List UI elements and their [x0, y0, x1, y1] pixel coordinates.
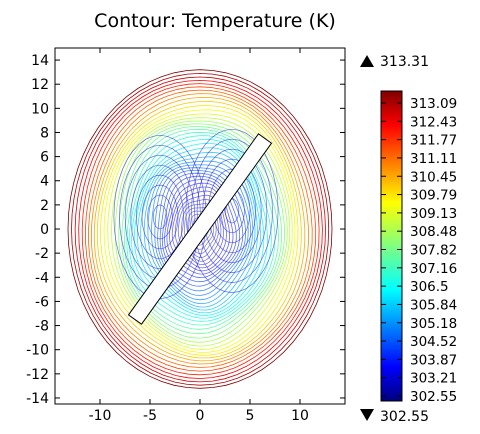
contour-line — [78, 79, 323, 379]
y-tick-label: 14 — [31, 53, 49, 69]
colorbar-tick-label: 302.55 — [410, 389, 457, 405]
contour-line — [71, 72, 330, 386]
y-tick-label: 6 — [40, 150, 49, 166]
contour-line — [141, 184, 179, 250]
colorbar — [380, 90, 403, 402]
colorbar-tick-label: 309.13 — [410, 206, 457, 222]
x-axis: -10 -5 0 5 10 — [89, 48, 309, 424]
colorbar-tick-label: 312.43 — [410, 114, 457, 130]
contour-line — [93, 96, 306, 362]
contour-line — [119, 144, 201, 289]
contour-line — [140, 151, 258, 311]
contour-line — [100, 105, 299, 356]
y-tick-label: -4 — [35, 270, 49, 286]
range-min: 302.55 — [360, 409, 429, 425]
contour-line — [143, 156, 256, 308]
colorbar-tick-label: 306.5 — [410, 279, 449, 295]
contour-line — [157, 169, 247, 292]
colorbar-tick-label: 307.16 — [410, 261, 457, 277]
contour-lines — [67, 69, 333, 389]
y-tick-label: 8 — [40, 125, 49, 141]
contour-line — [121, 126, 283, 335]
contour-line — [114, 120, 288, 343]
range-min-label: 302.55 — [380, 409, 429, 425]
contour-line — [171, 190, 227, 269]
colorbar-tick-label: 303.21 — [410, 371, 457, 387]
contour-line — [111, 117, 291, 347]
contour-line — [126, 131, 276, 326]
x-tick-label: 0 — [196, 408, 205, 424]
y-tick-label: -2 — [35, 246, 49, 262]
colorbar-tick-label: 309.79 — [410, 188, 457, 204]
inclusion-layer — [127, 133, 273, 325]
colorbar-tick-label: 303.87 — [410, 352, 457, 368]
contour-line — [136, 174, 184, 260]
y-tick-label: -14 — [26, 391, 49, 407]
colorbar-tick-label: 311.77 — [410, 133, 457, 149]
contour-line — [224, 198, 240, 224]
contour-line — [152, 204, 168, 230]
contour-line — [161, 175, 241, 283]
y-tick-label: 10 — [31, 101, 49, 117]
contour-line — [124, 128, 279, 330]
contour-line — [74, 76, 326, 383]
contour-line — [103, 109, 296, 353]
y-axis: 14 12 10 8 6 4 2 0 -2 -4 -6 -8 -10 -12 -14 — [26, 53, 345, 407]
contour-line — [133, 142, 265, 316]
y-tick-label: -6 — [35, 294, 49, 310]
colorbar-tick-label: 305.18 — [410, 316, 457, 332]
contour-line — [113, 134, 207, 299]
y-tick-label: 2 — [40, 198, 49, 214]
contour-line — [84, 86, 317, 372]
contour-line — [91, 93, 309, 365]
colorbar-tick-label: 310.45 — [410, 169, 457, 185]
contour-line — [67, 69, 333, 389]
colorbar-tick-label: 308.48 — [410, 224, 457, 240]
y-tick-label: -10 — [26, 343, 49, 359]
range-max-label: 313.31 — [380, 54, 429, 70]
min-triangle-icon — [360, 409, 374, 421]
contour-line — [81, 83, 320, 376]
y-tick-label: 12 — [31, 77, 49, 93]
x-tick-label: -5 — [143, 408, 157, 424]
contour-line — [107, 113, 293, 350]
colorbar-tick-label: 307.82 — [410, 243, 457, 259]
colorbar-tick-label: 305.84 — [410, 297, 457, 313]
y-tick-label: -12 — [26, 367, 49, 383]
contour-line — [154, 167, 249, 296]
contour-line — [147, 160, 254, 305]
colorbar-tick-label: 313.09 — [410, 96, 457, 112]
contour-line — [164, 179, 237, 279]
chart-title: Contour: Temperature (K) — [94, 10, 336, 32]
contour-line — [147, 194, 173, 240]
x-tick-label: 5 — [246, 408, 255, 424]
y-tick-label: 0 — [40, 222, 49, 238]
colorbar-tick-label: 304.52 — [410, 334, 457, 350]
contour-line — [166, 182, 234, 275]
contour-line — [118, 123, 285, 339]
contour-line — [96, 100, 302, 359]
contour-line — [151, 164, 251, 301]
range-max: 313.31 — [360, 54, 429, 70]
max-triangle-icon — [360, 55, 374, 67]
colorbar-tick-label: 311.11 — [410, 151, 457, 167]
contour-line — [128, 135, 272, 322]
x-tick-label: -10 — [89, 408, 112, 424]
colorbar-ticks: 313.09 312.43 311.77 311.11 310.45 309.79 309.… — [381, 96, 457, 405]
x-tick-label: 10 — [291, 408, 309, 424]
contour-line — [88, 89, 313, 368]
inclusion-rectangle — [127, 133, 273, 325]
y-tick-label: -8 — [35, 319, 49, 335]
y-tick-label: 4 — [40, 174, 49, 190]
